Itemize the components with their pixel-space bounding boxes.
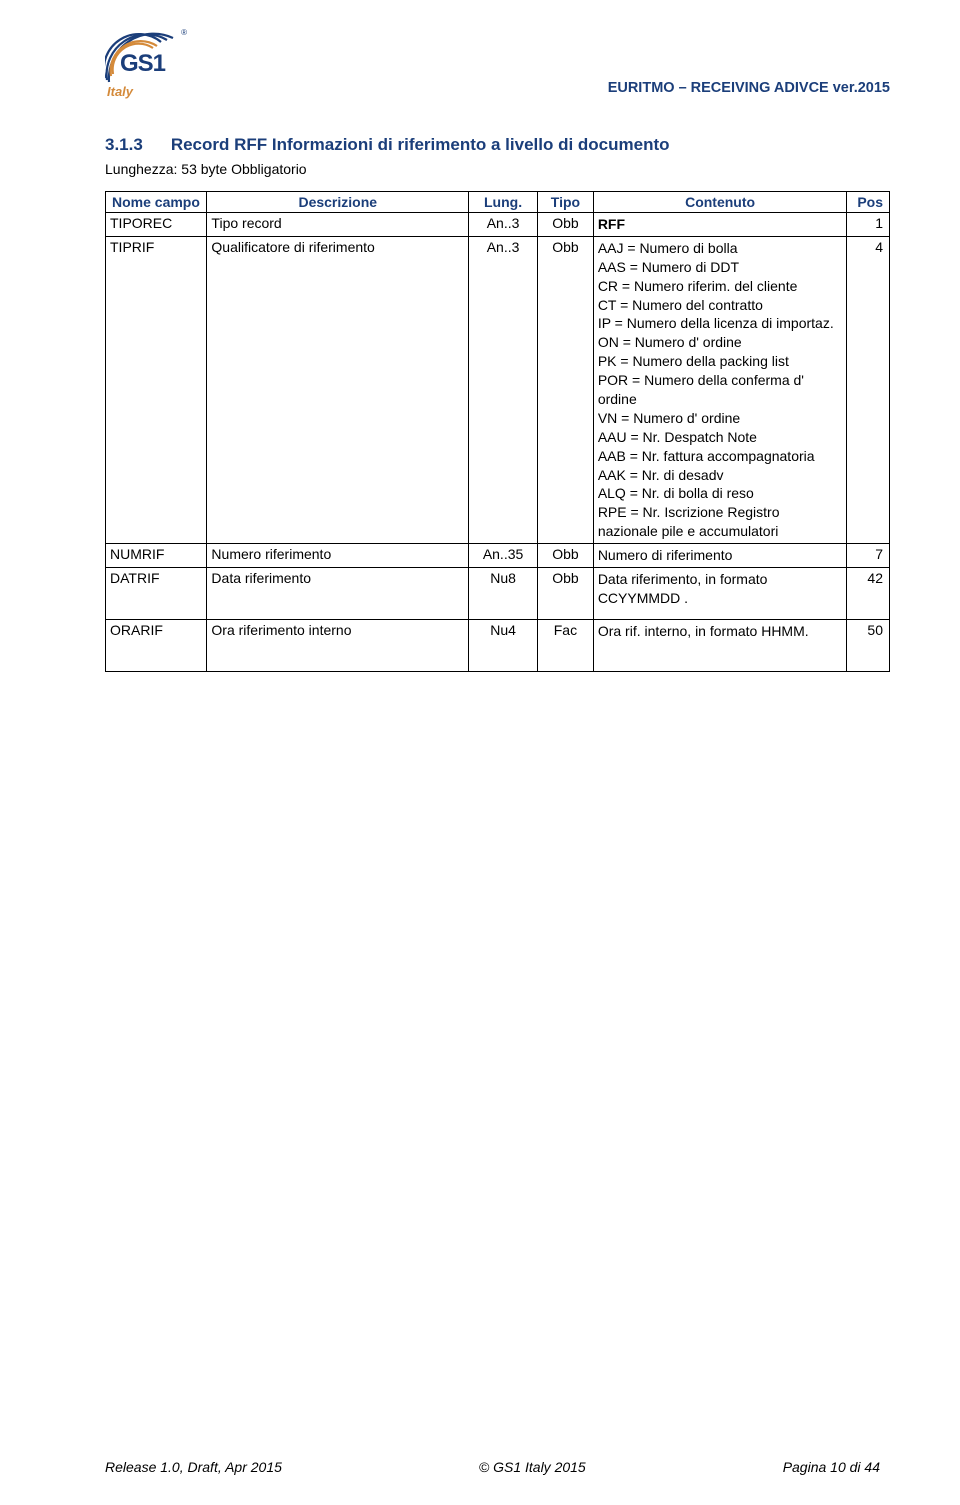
logo-gs1-text: GS1: [120, 50, 165, 78]
th-nome: Nome campo: [106, 192, 207, 213]
th-cont: Contenuto: [593, 192, 847, 213]
logo-registered-icon: ®: [181, 28, 187, 37]
document-header-title: EURITMO – RECEIVING ADIVCE ver.2015: [608, 80, 890, 96]
cell-pos: 7: [847, 544, 890, 568]
footer-right: Pagina 10 di 44: [783, 1459, 880, 1475]
cell-tipo: Obb: [538, 236, 594, 543]
table-row: NUMRIFNumero riferimentoAn..35ObbNumero …: [106, 544, 890, 568]
cell-nome: ORARIF: [106, 620, 207, 672]
table-row: DATRIFData riferimentoNu8ObbData riferim…: [106, 568, 890, 620]
table-header-row: Nome campo Descrizione Lung. Tipo Conten…: [106, 192, 890, 213]
cell-lung: An..3: [469, 236, 538, 543]
th-desc: Descrizione: [207, 192, 469, 213]
cell-cont: Numero di riferimento: [593, 544, 847, 568]
cell-pos: 42: [847, 568, 890, 620]
cell-desc: Tipo record: [207, 213, 469, 237]
logo-italy-text: Italy: [107, 84, 133, 99]
cell-desc: Data riferimento: [207, 568, 469, 620]
cell-desc: Ora riferimento interno: [207, 620, 469, 672]
cell-desc: Numero riferimento: [207, 544, 469, 568]
footer-left: Release 1.0, Draft, Apr 2015: [105, 1459, 282, 1475]
cell-nome: NUMRIF: [106, 544, 207, 568]
section-subtitle: Lunghezza: 53 byte Obbligatorio: [105, 161, 890, 177]
cell-tipo: Obb: [538, 213, 594, 237]
cell-nome: TIPOREC: [106, 213, 207, 237]
th-lung: Lung.: [469, 192, 538, 213]
table-row: TIPRIFQualificatore di riferimentoAn..3O…: [106, 236, 890, 543]
cell-desc: Qualificatore di riferimento: [207, 236, 469, 543]
cell-pos: 1: [847, 213, 890, 237]
cell-tipo: Obb: [538, 544, 594, 568]
section-heading: 3.1.3 Record RFF Informazioni di riferime…: [105, 135, 890, 155]
cell-cont: AAJ = Numero di bollaAAS = Numero di DDT…: [593, 236, 847, 543]
cell-nome: TIPRIF: [106, 236, 207, 543]
cell-cont: Ora rif. interno, in formato HHMM.: [593, 620, 847, 672]
cell-cont: Data riferimento, in formato CCYYMMDD .: [593, 568, 847, 620]
cell-cont: RFF: [593, 213, 847, 237]
section-number: 3.1.3: [105, 135, 143, 154]
cell-lung: Nu4: [469, 620, 538, 672]
page-footer: Release 1.0, Draft, Apr 2015 © GS1 Italy…: [105, 1459, 880, 1475]
page-container: GS1 Italy ® EURITMO – RECEIVING ADIVCE v…: [0, 0, 960, 712]
cell-tipo: Fac: [538, 620, 594, 672]
cell-lung: Nu8: [469, 568, 538, 620]
th-tipo: Tipo: [538, 192, 594, 213]
cell-nome: DATRIF: [106, 568, 207, 620]
cell-lung: An..3: [469, 213, 538, 237]
section-title-text: Record RFF Informazioni di riferimento a…: [171, 135, 670, 154]
table-row: TIPORECTipo recordAn..3ObbRFF1: [106, 213, 890, 237]
table-row: ORARIFOra riferimento internoNu4FacOra r…: [106, 620, 890, 672]
table-body: TIPORECTipo recordAn..3ObbRFF1TIPRIFQual…: [106, 213, 890, 672]
cell-pos: 50: [847, 620, 890, 672]
cell-lung: An..35: [469, 544, 538, 568]
gs1-logo: GS1 Italy ®: [105, 30, 185, 105]
footer-center: © GS1 Italy 2015: [479, 1459, 586, 1475]
cell-pos: 4: [847, 236, 890, 543]
header-row: GS1 Italy ® EURITMO – RECEIVING ADIVCE v…: [105, 30, 890, 105]
cell-tipo: Obb: [538, 568, 594, 620]
th-pos: Pos: [847, 192, 890, 213]
rff-table: Nome campo Descrizione Lung. Tipo Conten…: [105, 191, 890, 672]
